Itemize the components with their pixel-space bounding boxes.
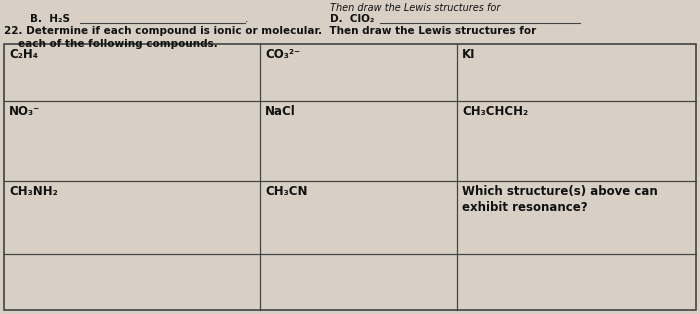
Text: KI: KI	[462, 48, 476, 61]
Text: Then draw the Lewis structures for: Then draw the Lewis structures for	[330, 3, 500, 13]
Text: NaCl: NaCl	[265, 105, 296, 118]
Text: B.  H₂S: B. H₂S	[30, 14, 70, 24]
Text: 22. Determine if each compound is ionic or molecular.  Then draw the Lewis struc: 22. Determine if each compound is ionic …	[4, 26, 536, 36]
Text: each of the following compounds.: each of the following compounds.	[18, 39, 218, 49]
Bar	[4, 44, 696, 310]
Text: .: .	[245, 14, 248, 24]
Text: CH₃CN: CH₃CN	[265, 185, 307, 198]
Text: C₂H₄: C₂H₄	[9, 48, 38, 61]
Text: NO₃⁻: NO₃⁻	[9, 105, 41, 118]
Text: CH₃NH₂: CH₃NH₂	[9, 185, 57, 198]
Text: CH₃CHCH₂: CH₃CHCH₂	[462, 105, 528, 118]
Text: Which structure(s) above can
exhibit resonance?: Which structure(s) above can exhibit res…	[462, 185, 658, 214]
Text: CO₃²⁻: CO₃²⁻	[265, 48, 300, 61]
Text: D.  ClO₂: D. ClO₂	[330, 14, 374, 24]
